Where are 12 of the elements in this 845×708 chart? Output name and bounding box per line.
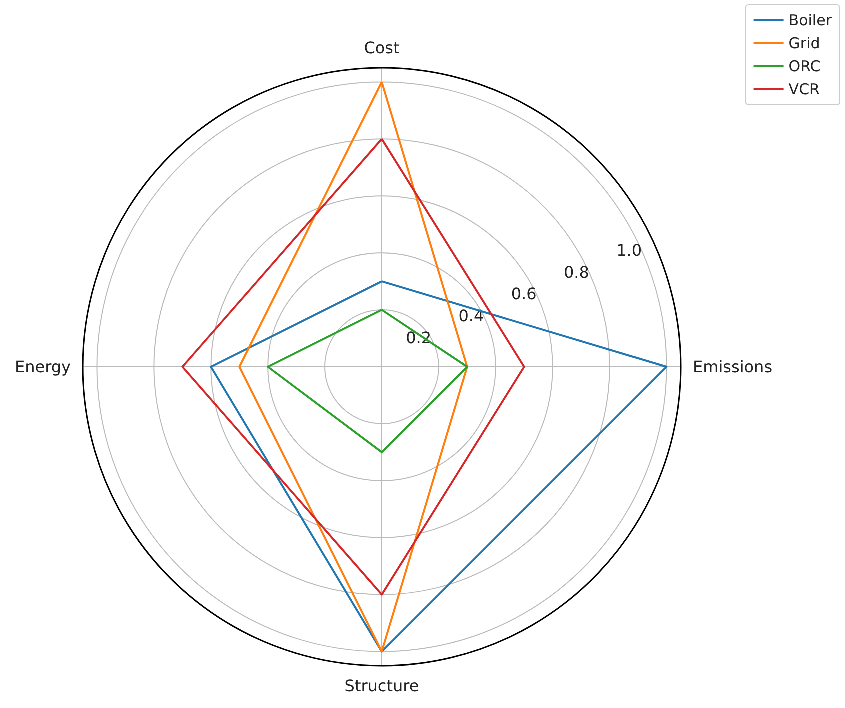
spoke-label: Emissions (693, 358, 773, 376)
spoke-label: Energy (14, 358, 71, 376)
legend-label: ORC (788, 58, 821, 76)
y-tick-label: 0.8 (564, 262, 590, 282)
y-tick-label: 0.4 (458, 306, 484, 326)
spoke-label: Cost (364, 38, 400, 58)
spoke-label: Structure (344, 676, 420, 696)
legend-label: Boiler (788, 12, 833, 30)
legend-label: Grid (788, 34, 820, 52)
legend-label: VCR (788, 80, 820, 98)
y-tick-label: 0.6 (511, 284, 537, 304)
y-tick-label: 1.0 (616, 241, 642, 260)
